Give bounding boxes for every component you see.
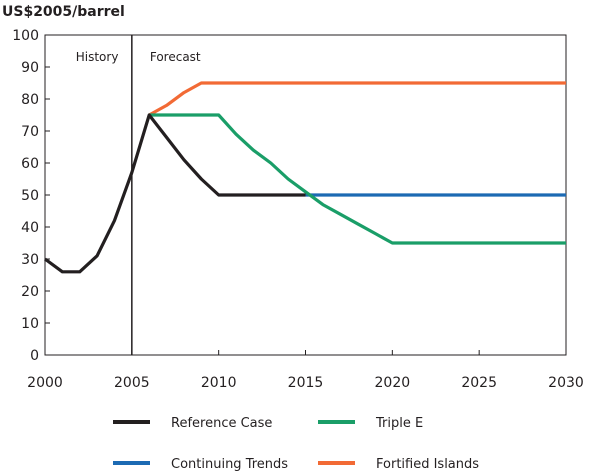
forecast-label: Forecast bbox=[150, 50, 201, 64]
legend-label-reference-case: Reference Case bbox=[171, 416, 272, 431]
y-tick-label: 90 bbox=[21, 60, 39, 76]
y-tick-label: 10 bbox=[21, 316, 39, 332]
y-tick-label: 50 bbox=[21, 188, 39, 204]
x-tick-label: 2030 bbox=[548, 375, 584, 391]
x-tick-label: 2025 bbox=[461, 375, 497, 391]
x-tick-label: 2010 bbox=[201, 375, 237, 391]
x-tick-label: 2000 bbox=[27, 375, 63, 391]
series-line-reference-case bbox=[44, 113, 306, 274]
series-line-fortified-islands bbox=[148, 81, 566, 117]
history-label: History bbox=[76, 50, 119, 64]
x-tick-label: 2015 bbox=[288, 375, 324, 391]
y-tick-label: 30 bbox=[21, 252, 39, 268]
x-tick-label: 2005 bbox=[114, 375, 150, 391]
legend-label-continuing-trends: Continuing Trends bbox=[171, 457, 288, 472]
y-tick-label: 60 bbox=[21, 156, 39, 172]
x-tick-label: 2020 bbox=[375, 375, 411, 391]
legend-label-triple-e: Triple E bbox=[375, 416, 423, 431]
y-tick-label: 0 bbox=[30, 348, 39, 364]
y-tick-label: 80 bbox=[21, 92, 39, 108]
legend-label-fortified-islands: Fortified Islands bbox=[376, 457, 479, 472]
y-tick-label: 70 bbox=[21, 124, 39, 140]
y-axis-title: US$2005/barrel bbox=[2, 4, 125, 20]
series-line-triple-e bbox=[149, 113, 566, 245]
y-tick-label: 100 bbox=[12, 28, 39, 44]
y-tick-label: 20 bbox=[21, 284, 39, 300]
y-tick-label: 40 bbox=[21, 220, 39, 236]
